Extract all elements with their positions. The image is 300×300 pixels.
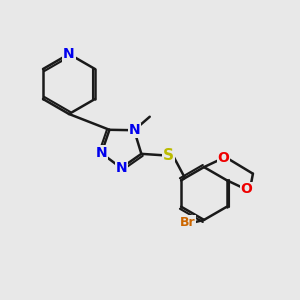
Text: N: N (115, 161, 127, 175)
Text: N: N (63, 47, 75, 61)
Text: S: S (163, 148, 174, 163)
Text: O: O (240, 182, 252, 196)
Text: Br: Br (180, 216, 195, 229)
Text: N: N (96, 146, 107, 160)
Text: N: N (128, 123, 140, 137)
Text: O: O (218, 151, 230, 165)
